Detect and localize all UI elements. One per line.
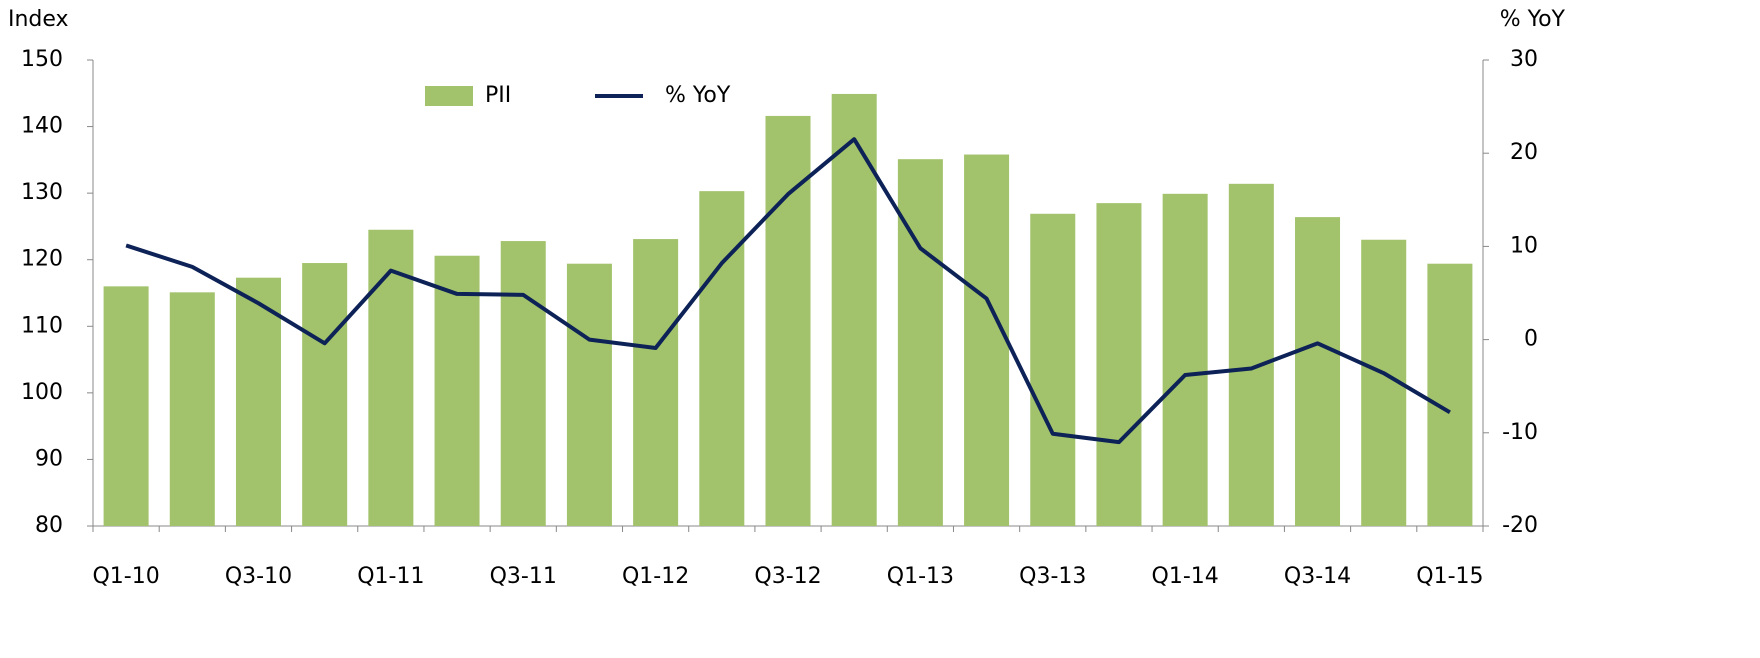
bar (302, 263, 348, 526)
legend-swatch (425, 86, 473, 106)
x-tick-label: Q3-10 (225, 564, 292, 589)
y-tick-label: 90 (35, 446, 63, 471)
y2-tick-label: -20 (1502, 513, 1538, 538)
bar (1162, 193, 1208, 526)
bar (368, 229, 414, 526)
bar (566, 263, 612, 526)
x-tick-label: Q1-15 (1416, 564, 1483, 589)
bar (1295, 217, 1341, 526)
legend-label: PII (485, 83, 511, 108)
x-tick-label: Q1-12 (622, 564, 689, 589)
y-tick-label: 110 (21, 313, 63, 338)
bar (897, 159, 943, 527)
x-tick-label: Q3-12 (754, 564, 821, 589)
x-tick-label: Q3-14 (1284, 564, 1351, 589)
bar (1228, 183, 1274, 526)
bar (103, 286, 149, 526)
bar (633, 239, 679, 526)
bar (699, 191, 745, 526)
y-tick-label: 100 (21, 380, 63, 405)
y-tick-label: 150 (21, 47, 63, 72)
bar (434, 255, 480, 526)
y-tick-label: 140 (21, 114, 63, 139)
x-tick-label: Q3-11 (490, 564, 557, 589)
y2-tick-label: 0 (1524, 327, 1538, 352)
bar (831, 93, 877, 527)
legend-label: % YoY (665, 83, 731, 108)
bar (1096, 203, 1142, 526)
line (125, 137, 1451, 445)
x-tick-label: Q3-13 (1019, 564, 1086, 589)
bar (964, 154, 1010, 526)
y2-axis-title: % YoY (1500, 7, 1566, 32)
y-tick-label: 120 (21, 247, 63, 272)
bar (765, 115, 811, 527)
x-tick-label: Q1-10 (92, 564, 159, 589)
y2-tick-label: 10 (1510, 233, 1538, 258)
y2-tick-label: -10 (1502, 420, 1538, 445)
x-tick-label: Q1-13 (887, 564, 954, 589)
bar (169, 292, 215, 526)
bar (500, 241, 546, 526)
y2-tick-label: 30 (1510, 47, 1538, 72)
y-tick-label: 80 (35, 513, 63, 538)
bar (1427, 263, 1473, 526)
x-tick-label: Q1-14 (1152, 564, 1219, 589)
bar (1030, 213, 1076, 526)
y2-tick-label: 20 (1510, 140, 1538, 165)
bar (235, 277, 281, 526)
x-tick-label: Q1-11 (357, 564, 424, 589)
y-tick-label: 130 (21, 180, 63, 205)
y-axis-title: Index (8, 7, 69, 32)
